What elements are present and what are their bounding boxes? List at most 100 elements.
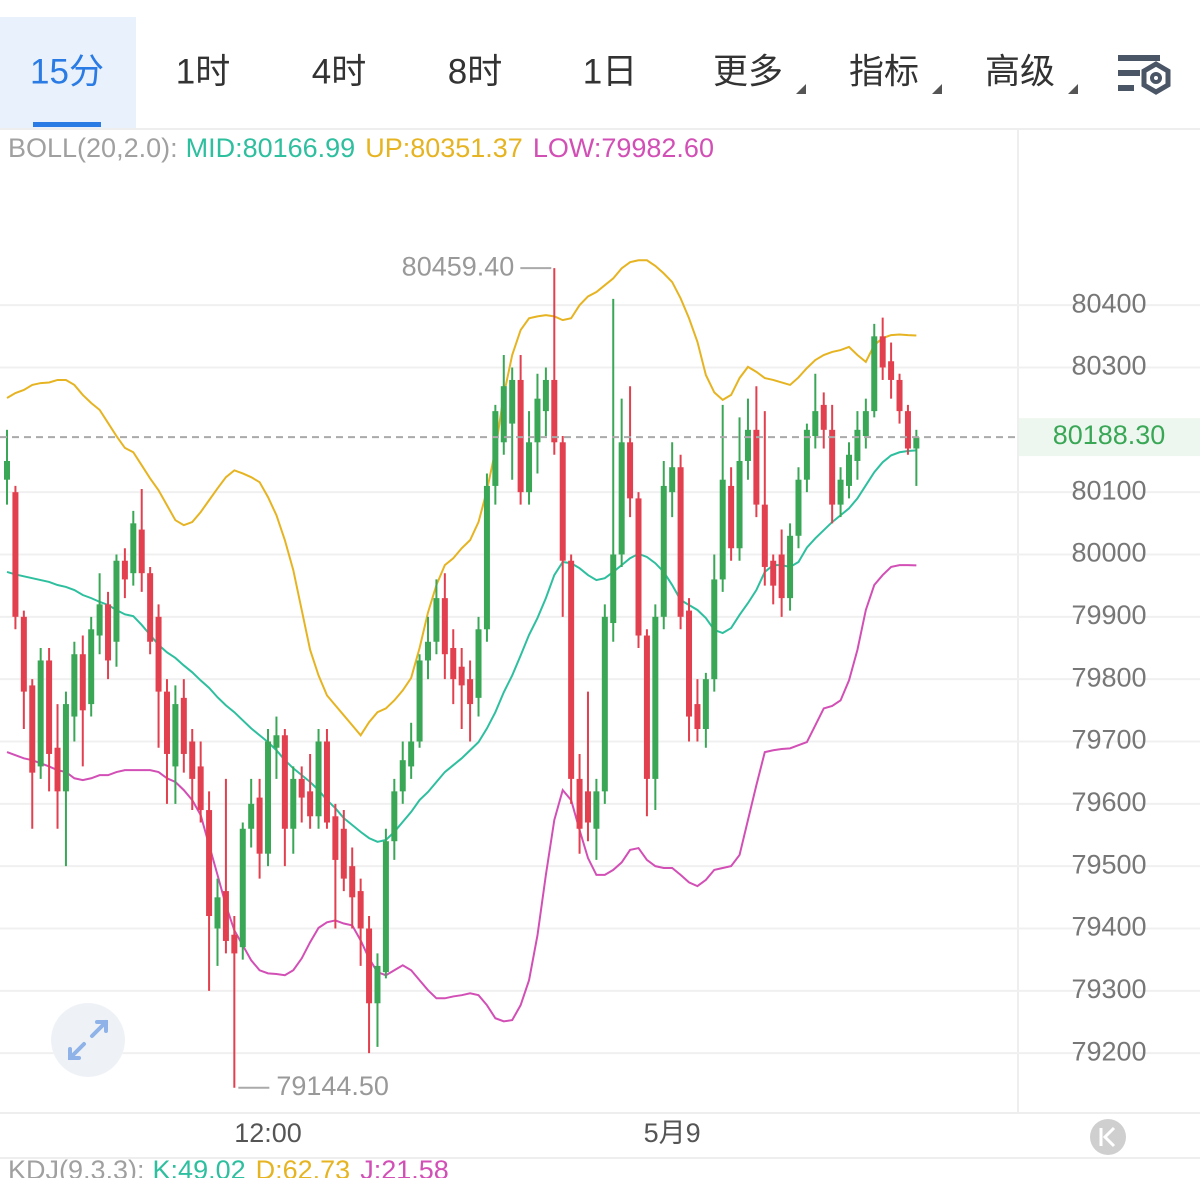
candle-body: [239, 828, 246, 948]
candle-body: [694, 704, 701, 730]
candle-body: [475, 629, 482, 698]
sub-indicator-legend: KDJ(9,3,3): K:49.02 D:62.73 J:21.58: [8, 1155, 449, 1178]
kdj-k: K:49.02: [153, 1155, 246, 1178]
candle-body: [829, 429, 836, 505]
candle-body: [189, 741, 196, 779]
candle-body: [382, 841, 389, 973]
candle-body: [130, 523, 137, 574]
candle-body: [854, 429, 861, 461]
candle-body: [643, 635, 650, 779]
y-tick-label: 79400: [1071, 912, 1146, 942]
kdj-j: J:21.58: [360, 1155, 449, 1178]
candle-body: [719, 479, 726, 580]
candle-body: [88, 629, 95, 705]
dropdown-triangle: [1068, 84, 1078, 94]
candle-body: [728, 485, 735, 549]
min-label: 79144.50: [276, 1071, 389, 1101]
candle-body: [904, 411, 911, 449]
candle-body: [635, 498, 642, 636]
y-tick-label: 79800: [1071, 662, 1146, 692]
y-tick-label: 79900: [1071, 600, 1146, 630]
candle-body: [206, 810, 213, 917]
candle-body: [517, 379, 524, 493]
candle-body: [366, 928, 373, 1004]
candle-body: [121, 560, 128, 580]
candle-body: [298, 778, 305, 798]
y-tick-label: 80300: [1071, 351, 1146, 381]
latest-button[interactable]: [1090, 1119, 1126, 1155]
candle-body: [105, 604, 112, 661]
candle-body: [542, 379, 549, 412]
candle-body: [559, 442, 566, 561]
candle-body: [677, 467, 684, 617]
candle-body: [197, 766, 204, 811]
tab-bar: 15分 1时 4时 8时 1日 更多 指标 高级: [0, 17, 1055, 128]
candle-body: [744, 429, 751, 461]
candle-body: [399, 760, 406, 792]
candle-body: [46, 660, 53, 754]
tab[interactable]: 1时: [176, 52, 230, 91]
candle-body: [584, 791, 591, 823]
candle-body: [180, 697, 187, 754]
candle-body: [172, 704, 179, 767]
tab[interactable]: 15分: [30, 52, 104, 91]
tab[interactable]: 4时: [312, 52, 366, 91]
candle-body: [862, 411, 869, 437]
fullscreen-button[interactable]: [51, 1003, 125, 1077]
y-tick-label: 79500: [1071, 849, 1146, 879]
candle-body: [265, 741, 272, 854]
candle-body: [391, 791, 398, 842]
max-label: 80459.40: [402, 251, 515, 281]
candle-body: [534, 398, 541, 443]
candle-body: [778, 554, 785, 599]
candle-body: [222, 891, 229, 941]
tab[interactable]: 高级: [985, 52, 1055, 91]
candle-body: [711, 579, 718, 680]
candle-body: [29, 685, 36, 773]
candle-body: [147, 573, 154, 642]
tab[interactable]: 指标: [849, 52, 919, 91]
candle-body: [526, 442, 533, 493]
candles: [4, 268, 920, 1088]
candle-body: [248, 803, 255, 829]
candle-body: [492, 411, 499, 486]
candle-body: [820, 404, 827, 430]
candle-body: [340, 828, 347, 879]
candle-body: [96, 604, 103, 636]
tab[interactable]: 更多: [713, 52, 783, 91]
candle-body: [155, 616, 162, 692]
legend-up: UP:80351.37: [365, 133, 523, 163]
candle-body: [483, 485, 490, 630]
candle-body: [846, 454, 852, 486]
tab[interactable]: 8时: [448, 52, 502, 91]
candle-body: [896, 379, 903, 412]
candle-body: [500, 386, 507, 443]
candle-body: [113, 560, 120, 642]
candle-body: [686, 610, 693, 717]
legend-mid: MID:80166.99: [186, 133, 356, 163]
y-tick-label: 79700: [1071, 725, 1146, 755]
active-tab-bg: [0, 17, 136, 128]
candle-body: [551, 379, 558, 443]
candle-body: [702, 679, 709, 730]
indicator-legend: BOLL(20,2.0): MID:80166.99 UP:80351.37 LOW:…: [8, 133, 714, 163]
candle-body: [568, 560, 575, 779]
candle-body: [332, 816, 339, 860]
candle-body: [290, 778, 297, 829]
active-tab-indicator: [33, 122, 101, 127]
candle-body: [509, 379, 516, 424]
candle-body: [256, 797, 263, 854]
candle-body: [54, 747, 61, 792]
candle-body: [803, 429, 810, 480]
candle-body: [610, 554, 617, 624]
tab[interactable]: 1日: [583, 52, 637, 91]
candle-body: [736, 460, 743, 549]
last-price-box: [1019, 418, 1200, 457]
y-tick-label: 80400: [1071, 288, 1146, 318]
candle-body: [163, 691, 170, 754]
settings-icon[interactable]: [1118, 55, 1171, 95]
candle-body: [408, 741, 415, 767]
